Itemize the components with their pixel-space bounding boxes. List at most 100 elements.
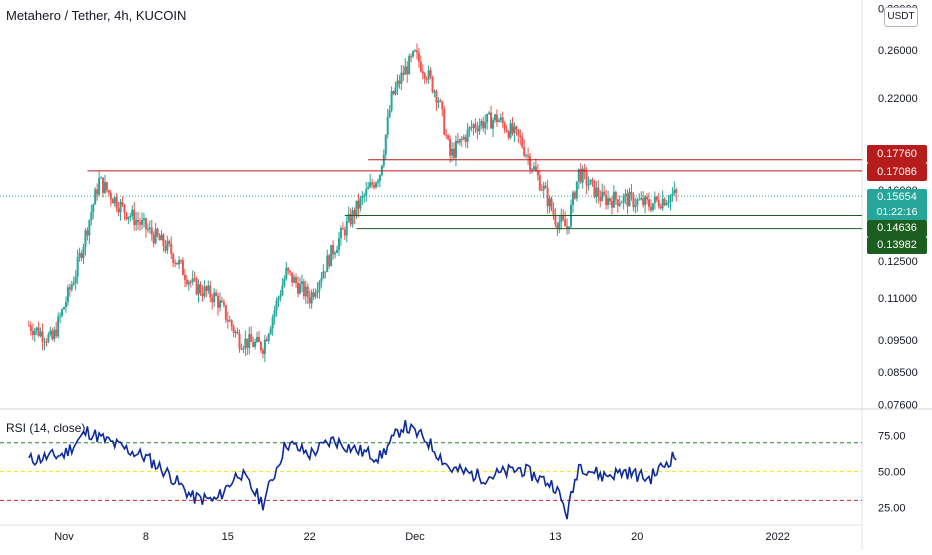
candle-body bbox=[605, 194, 608, 206]
candle-body bbox=[373, 184, 376, 188]
candle-body bbox=[183, 275, 186, 280]
candle-body bbox=[63, 307, 65, 310]
candle-body bbox=[310, 292, 313, 304]
candle-body bbox=[300, 281, 303, 284]
candle-body bbox=[86, 230, 89, 236]
candle-body bbox=[392, 90, 395, 95]
candle-body bbox=[419, 61, 422, 72]
candle-body bbox=[107, 190, 110, 193]
candle-body bbox=[499, 117, 502, 121]
candle-body bbox=[532, 166, 535, 170]
candle-body bbox=[94, 189, 97, 205]
time-tick-label: Nov bbox=[54, 531, 74, 543]
candle-body bbox=[431, 76, 434, 93]
candle-body bbox=[178, 260, 181, 265]
candle-body bbox=[437, 100, 440, 103]
candle-body bbox=[529, 156, 532, 170]
candle-body bbox=[417, 52, 420, 62]
rsi-tick-label: 75.00 bbox=[878, 431, 906, 443]
candle-body bbox=[193, 278, 196, 280]
candle-body bbox=[669, 195, 672, 203]
candle-body bbox=[47, 334, 50, 342]
candle-body bbox=[628, 191, 631, 207]
candle-body bbox=[269, 328, 272, 334]
candle-body bbox=[256, 336, 259, 342]
candle-body bbox=[142, 218, 145, 221]
candle-body bbox=[119, 201, 122, 213]
candle-body bbox=[649, 206, 652, 211]
candle-body bbox=[271, 317, 274, 329]
time-tick-label: 20 bbox=[631, 531, 643, 543]
candle-body bbox=[589, 179, 592, 185]
candle-body bbox=[78, 253, 81, 258]
candle-body bbox=[509, 123, 512, 138]
candle-body bbox=[451, 148, 454, 156]
candle-body bbox=[103, 182, 106, 193]
candle-body bbox=[162, 234, 165, 247]
candle-body bbox=[217, 295, 220, 308]
candle-body bbox=[388, 110, 391, 117]
candle-body bbox=[228, 320, 231, 322]
candle-body bbox=[371, 182, 374, 185]
candle-body bbox=[332, 245, 335, 255]
candle-body bbox=[328, 255, 331, 267]
candle-body bbox=[174, 262, 177, 264]
candle-body bbox=[642, 197, 645, 206]
candle-body bbox=[287, 267, 290, 271]
candle-body bbox=[566, 226, 569, 229]
candle-body bbox=[248, 334, 251, 348]
candle-body bbox=[312, 292, 315, 297]
candle-body bbox=[201, 293, 204, 297]
candle-body bbox=[298, 283, 301, 294]
chart-title: Metahero / Tether, 4h, KUCOIN bbox=[6, 8, 187, 23]
candle-body bbox=[503, 123, 506, 131]
candle-body bbox=[665, 202, 668, 206]
candle-body bbox=[544, 185, 547, 189]
candle-body bbox=[497, 120, 500, 123]
candle-body bbox=[205, 286, 208, 291]
candle-body bbox=[211, 297, 214, 303]
candle-body bbox=[203, 286, 206, 297]
candle-body bbox=[453, 148, 455, 158]
candle-body bbox=[207, 285, 210, 291]
candle-body bbox=[121, 201, 124, 205]
candle-body bbox=[558, 221, 561, 229]
candle-body bbox=[618, 203, 621, 206]
candle-body bbox=[187, 281, 190, 285]
candle-body bbox=[263, 339, 266, 354]
candle-body bbox=[220, 300, 223, 303]
rsi-line bbox=[28, 419, 677, 520]
candle-body bbox=[285, 267, 288, 279]
candle-body bbox=[261, 350, 264, 354]
candle-body bbox=[439, 100, 442, 102]
candle-body bbox=[199, 284, 202, 294]
candle-body bbox=[653, 196, 656, 204]
candle-body bbox=[423, 73, 426, 79]
candle-body bbox=[390, 90, 393, 111]
candle-body bbox=[634, 205, 637, 208]
candle-body bbox=[293, 277, 296, 283]
candle-body bbox=[357, 200, 360, 209]
candle-body bbox=[575, 181, 578, 199]
candle-body bbox=[265, 339, 268, 342]
candle-body bbox=[568, 226, 571, 229]
candle-body bbox=[33, 330, 36, 336]
candle-body bbox=[139, 222, 142, 225]
candle-body bbox=[501, 117, 504, 124]
candle-body bbox=[493, 114, 496, 121]
candle-body bbox=[53, 329, 56, 340]
candle-body bbox=[158, 235, 161, 241]
candle-body bbox=[415, 50, 418, 53]
candle-body bbox=[562, 215, 565, 220]
candle-body bbox=[657, 199, 660, 207]
candle-body bbox=[236, 331, 239, 334]
candle-body bbox=[43, 341, 46, 343]
candle-body bbox=[380, 165, 383, 176]
candle-body bbox=[587, 184, 590, 186]
currency-button[interactable]: USDT bbox=[884, 7, 918, 27]
candle-body bbox=[460, 138, 463, 140]
candle-body bbox=[258, 336, 260, 342]
